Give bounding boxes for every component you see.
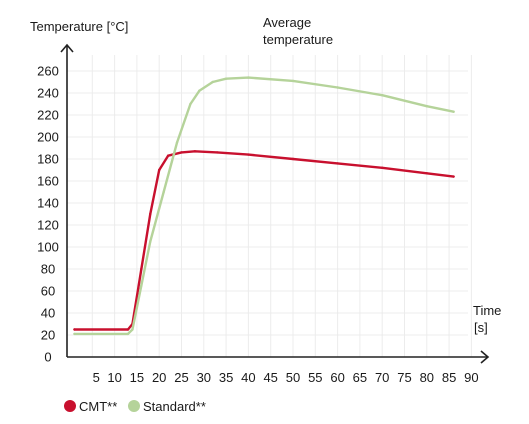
- data-point-cmt: [73, 328, 76, 331]
- y-tick-label: 0: [44, 350, 51, 365]
- grid-lines: [67, 55, 472, 357]
- series-line-cmt: [73, 150, 455, 331]
- data-point-standard: [126, 332, 130, 336]
- data-point-cmt: [215, 151, 219, 154]
- x-tick-label: 80: [420, 370, 434, 385]
- y-tick-label: 180: [37, 152, 59, 167]
- data-point-cmt: [140, 267, 143, 271]
- legend-marker-standard: [128, 400, 140, 412]
- data-point-standard: [247, 76, 250, 79]
- x-tick-label: 75: [397, 370, 411, 385]
- x-tick-label: 35: [219, 370, 233, 385]
- data-point-standard: [381, 94, 384, 97]
- data-point-cmt: [193, 150, 197, 153]
- data-point-cmt: [381, 166, 384, 169]
- data-point-standard: [452, 110, 455, 113]
- annotation-average: Average: [263, 15, 311, 30]
- x-tick-label: 25: [174, 370, 188, 385]
- data-point-cmt: [291, 157, 295, 161]
- data-point-standard: [291, 79, 295, 83]
- x-tick-label: 30: [197, 370, 211, 385]
- y-tick-label: 240: [37, 86, 59, 101]
- data-point-standard: [162, 190, 165, 194]
- data-point-standard: [211, 80, 214, 84]
- data-point-cmt: [452, 175, 455, 178]
- y-tick-label: 100: [37, 240, 59, 255]
- y-tick-label: 20: [41, 328, 55, 343]
- y-tick-label: 140: [37, 196, 59, 211]
- legend: CMT** Standard**: [64, 399, 206, 414]
- x-axis-title-time: Time: [473, 303, 501, 318]
- legend-label-standard: Standard**: [143, 399, 206, 414]
- data-point-cmt: [425, 172, 428, 175]
- data-point-standard: [140, 284, 143, 287]
- data-point-standard: [224, 77, 228, 80]
- data-point-standard: [425, 105, 428, 108]
- data-point-cmt: [158, 168, 161, 172]
- data-point-cmt: [336, 162, 339, 165]
- x-tick-label: 15: [130, 370, 144, 385]
- data-point-cmt: [180, 151, 183, 154]
- y-tick-label: 200: [37, 130, 59, 145]
- data-point-standard: [73, 332, 76, 336]
- x-tick-label: 65: [353, 370, 367, 385]
- y-tick-label: 40: [41, 306, 55, 321]
- data-point-standard: [336, 86, 339, 89]
- y-tick-label: 60: [41, 284, 55, 299]
- series-lines: [73, 76, 455, 336]
- x-tick-label: 20: [152, 370, 166, 385]
- series-line-standard: [73, 76, 455, 336]
- x-axis-ticks: 5 10 15 20 25 30 35 40 45 50 55 60 65 70 75 80 85 90: [93, 370, 479, 385]
- data-point-standard: [189, 102, 192, 106]
- y-axis-ticks: 0 20 40 60 80 100 120 140 160 180 200 220 240 260: [37, 64, 59, 365]
- x-tick-label: 50: [286, 370, 300, 385]
- y-tick-label: 220: [37, 108, 59, 123]
- legend-label-cmt: CMT**: [79, 399, 117, 414]
- x-axis-arrow: [480, 350, 490, 364]
- legend-marker-cmt: [64, 400, 76, 412]
- x-tick-label: 10: [107, 370, 121, 385]
- data-point-cmt: [149, 212, 152, 216]
- y-tick-label: 120: [37, 218, 59, 233]
- data-point-cmt: [126, 328, 130, 331]
- data-point-standard: [131, 328, 134, 331]
- data-point-cmt: [166, 154, 170, 157]
- y-axis-title: Temperature [°C]: [30, 19, 128, 34]
- annotation-temperature: temperature: [263, 32, 333, 47]
- axes: [60, 43, 490, 364]
- data-point-standard: [175, 141, 179, 144]
- x-tick-label: 40: [241, 370, 255, 385]
- data-point-cmt: [247, 153, 250, 156]
- x-tick-label: 55: [308, 370, 322, 385]
- y-tick-label: 260: [37, 64, 59, 79]
- x-tick-label: 60: [330, 370, 344, 385]
- x-tick-label: 5: [93, 370, 100, 385]
- data-point-standard: [149, 240, 152, 243]
- x-tick-label: 70: [375, 370, 389, 385]
- x-tick-label: 85: [442, 370, 456, 385]
- data-point-standard: [198, 89, 201, 93]
- x-axis-title-unit: [s]: [474, 320, 488, 335]
- x-tick-label: 45: [263, 370, 277, 385]
- y-axis-arrow: [60, 43, 74, 53]
- y-tick-label: 80: [41, 262, 55, 277]
- x-tick-label: 90: [464, 370, 478, 385]
- y-tick-label: 160: [37, 174, 59, 189]
